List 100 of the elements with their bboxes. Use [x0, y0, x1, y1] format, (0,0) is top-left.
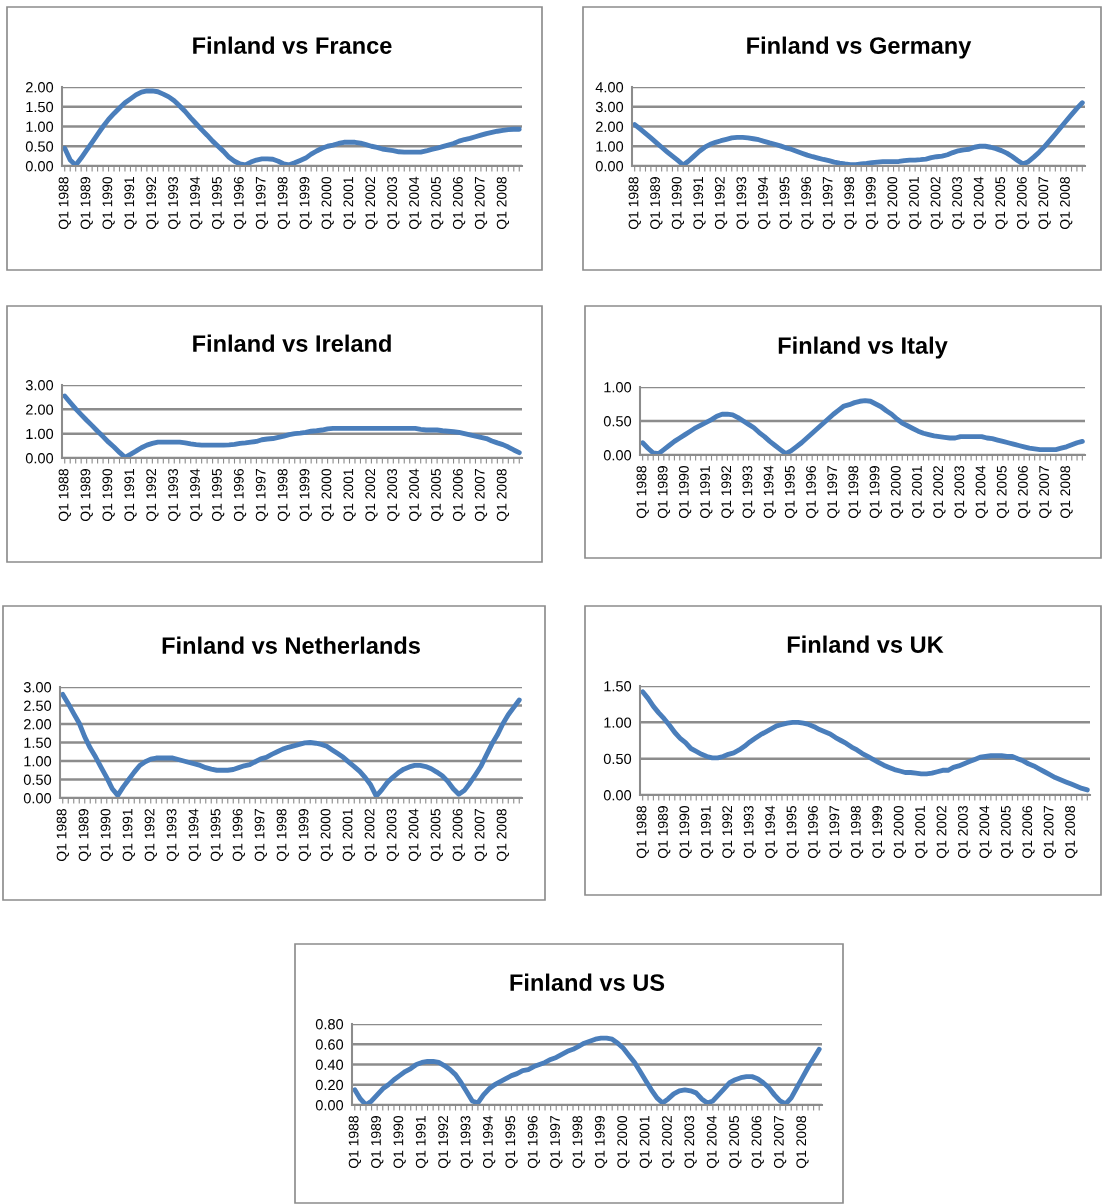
y-tick-label: 3.00 — [23, 682, 52, 693]
y-tick-label: 1.00 — [604, 382, 632, 393]
x-tick-label: Q1 1990 — [100, 808, 113, 862]
x-tick-label: Q1 2000 — [320, 808, 333, 862]
x-tick-label: Q1 1997 — [827, 466, 840, 519]
x-tick-label: Q1 1994 — [188, 808, 201, 862]
x-tick-label: Q1 1992 — [146, 469, 159, 522]
y-tick-label: 0.40 — [315, 1059, 344, 1070]
x-tick-label: Q1 1988 — [636, 806, 649, 859]
x-tick-label: Q1 1998 — [848, 466, 861, 519]
x-tick-label: Q1 1997 — [829, 806, 842, 859]
x-tick-label: Q1 1992 — [722, 806, 735, 859]
y-tick-label: 0.00 — [603, 790, 632, 801]
y-tick-label: 0.00 — [603, 450, 632, 461]
x-tick-label: Q1 2004 — [408, 808, 421, 862]
x-tick-label: Q1 2005 — [1000, 805, 1014, 859]
x-tick-label: Q1 1990 — [679, 805, 692, 859]
x-tick-label: Q1 2006 — [452, 469, 466, 522]
x-tick-label: Q1 1993 — [166, 809, 179, 862]
x-tick-label: Q1 1991 — [122, 809, 135, 862]
x-tick-label: Q1 1993 — [168, 177, 181, 230]
x-tick-label: Q1 1990 — [671, 176, 685, 230]
x-tick-label: Q1 2005 — [995, 176, 1008, 230]
y-tick-label: 4.00 — [595, 82, 624, 93]
x-tick-label: Q1 2002 — [930, 177, 943, 230]
x-tick-label: Q1 1999 — [872, 806, 885, 859]
x-tick-label: Q1 1991 — [700, 466, 713, 519]
y-tick-label: 0.00 — [25, 453, 54, 464]
x-tick-label: Q1 2007 — [474, 809, 487, 862]
x-tick-label: Q1 2000 — [890, 465, 904, 519]
x-tick-label: Q1 2004 — [706, 1115, 720, 1169]
x-tick-label: Q1 2006 — [1022, 806, 1035, 859]
x-tick-label: Q1 1996 — [233, 469, 247, 522]
x-tick-label: Q1 1993 — [743, 806, 757, 859]
x-tick-label: Q1 2000 — [321, 176, 334, 230]
x-tick-label: Q1 1989 — [650, 177, 663, 230]
x-tick-label: Q1 2008 — [496, 469, 510, 522]
x-tick-label: Q1 1988 — [56, 809, 69, 862]
x-tick-label: Q1 2003 — [684, 1116, 697, 1169]
x-tick-label: Q1 1996 — [801, 177, 814, 230]
x-tick-label: Q1 2008 — [496, 177, 510, 230]
x-tick-label: Q1 1990 — [678, 465, 692, 519]
x-tick-label: Q1 1989 — [657, 466, 671, 519]
x-tick-label: Q1 2002 — [365, 469, 378, 522]
x-tick-label: Q1 1989 — [658, 806, 671, 859]
x-tick-label: Q1 1996 — [527, 1116, 541, 1169]
x-tick-label: Q1 1992 — [721, 466, 734, 519]
x-tick-label: Q1 1995 — [211, 468, 225, 522]
x-tick-label: Q1 2000 — [321, 468, 334, 522]
x-tick-label: Q1 1997 — [255, 177, 269, 230]
y-tick-label: 0.00 — [25, 161, 54, 172]
x-tick-label: Q1 1988 — [636, 466, 649, 519]
y-tick-label: 1.00 — [596, 141, 624, 152]
chart-title: Finland vs France — [193, 36, 392, 54]
x-tick-label: Q1 2001 — [343, 177, 356, 230]
x-tick-label: Q1 2003 — [387, 469, 400, 522]
x-tick-label: Q1 2004 — [409, 176, 422, 230]
x-tick-label: Q1 1996 — [808, 806, 821, 859]
x-tick-label: Q1 1989 — [80, 469, 93, 522]
x-tick-label: Q1 2006 — [1017, 466, 1031, 519]
x-tick-label: Q1 1991 — [700, 806, 714, 859]
x-tick-label: Q1 1988 — [348, 1116, 362, 1169]
y-tick-label: 1.50 — [604, 681, 632, 692]
x-tick-label: Q1 2001 — [909, 177, 922, 230]
y-tick-label: 3.00 — [25, 380, 54, 391]
y-tick-label: 2.00 — [26, 404, 54, 415]
x-tick-label: Q1 1992 — [144, 809, 157, 862]
x-tick-label: Q1 2003 — [954, 466, 967, 519]
x-tick-label: Q1 1999 — [869, 466, 882, 519]
x-tick-label: Q1 1994 — [482, 1115, 496, 1169]
x-tick-label: Q1 2002 — [365, 177, 378, 230]
x-tick-label: Q1 2006 — [452, 177, 466, 230]
x-tick-label: Q1 1991 — [693, 177, 706, 230]
y-tick-label: 1.00 — [26, 121, 54, 132]
y-tick-label: 2.00 — [24, 719, 52, 730]
x-tick-label: Q1 2007 — [1038, 177, 1051, 230]
y-tick-label: 0.00 — [23, 793, 52, 804]
x-tick-label: Q1 2007 — [474, 469, 488, 522]
chart-title: Finland vs Germany — [747, 36, 972, 59]
x-tick-label: Q1 1997 — [254, 809, 267, 862]
x-tick-label: Q1 1999 — [299, 469, 312, 522]
x-tick-label: Q1 1991 — [124, 469, 137, 522]
x-tick-label: Q1 2003 — [952, 177, 965, 230]
x-tick-label: Q1 2002 — [936, 806, 949, 859]
x-tick-label: Q1 2002 — [662, 1116, 675, 1169]
y-tick-label: 1.00 — [24, 756, 52, 767]
x-tick-label: Q1 2001 — [342, 809, 355, 862]
y-tick-label: 2.00 — [596, 121, 624, 132]
x-tick-label: Q1 1994 — [758, 176, 771, 230]
x-tick-label: Q1 1993 — [742, 466, 755, 519]
x-tick-label: Q1 2007 — [474, 177, 488, 230]
x-tick-label: Q1 2008 — [1065, 806, 1078, 859]
x-tick-label: Q1 2005 — [431, 176, 444, 230]
y-tick-label: 0.50 — [23, 774, 52, 785]
chart-title: Finland vs Italy — [778, 336, 948, 359]
x-tick-label: Q1 2006 — [1016, 177, 1030, 230]
x-tick-label: Q1 2002 — [933, 466, 946, 519]
x-tick-label: Q1 1995 — [786, 805, 799, 859]
chart-title: Finland vs UK — [787, 635, 944, 653]
x-tick-label: Q1 2007 — [1043, 806, 1057, 859]
